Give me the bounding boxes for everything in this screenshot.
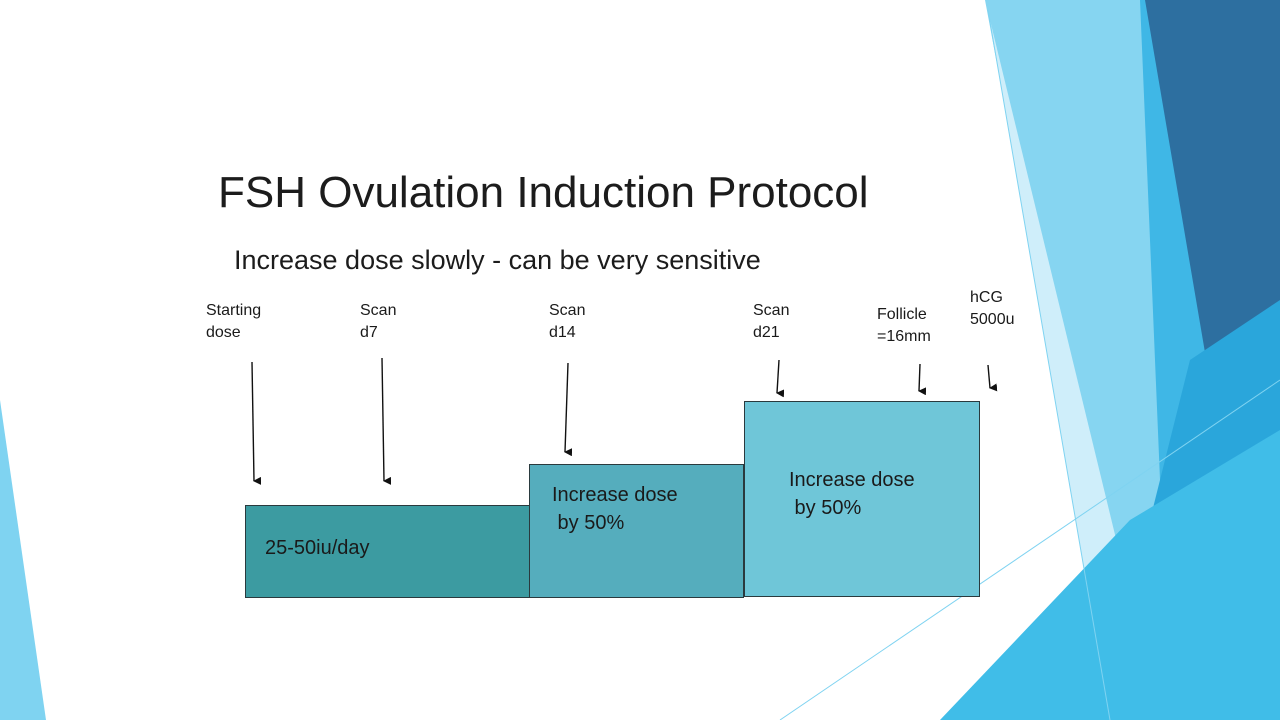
bottom-blue-panel: [940, 430, 1280, 720]
dose-step-starting-text: 25-50iu/day: [265, 537, 370, 559]
dose-step-increase-2: Increase dose by 50%: [744, 401, 980, 597]
left-edge-shape: [0, 400, 46, 720]
label-scan-d21: Scan d21: [753, 302, 790, 341]
thin-vertical-line: [987, 9, 1111, 720]
slide-subtitle: Increase dose slowly - can be very sensi…: [234, 245, 761, 275]
thin-diagonal-line: [779, 379, 1280, 720]
label-follicle: Follicle =16mm: [877, 306, 931, 345]
label-hcg: hCG 5000u: [970, 289, 1015, 328]
dose-step-increase-1-text: Increase dose by 50%: [552, 484, 678, 534]
slide-title: FSH Ovulation Induction Protocol: [218, 168, 869, 217]
label-starting-dose: Starting dose: [206, 302, 262, 341]
label-scan-d7: Scan d7: [360, 302, 397, 341]
dose-step-starting: 25-50iu/day: [245, 505, 531, 598]
dose-step-increase-2-text: Increase dose by 50%: [789, 469, 915, 519]
label-scan-d14: Scan d14: [549, 302, 586, 341]
dose-step-increase-1: Increase dose by 50%: [529, 464, 744, 598]
